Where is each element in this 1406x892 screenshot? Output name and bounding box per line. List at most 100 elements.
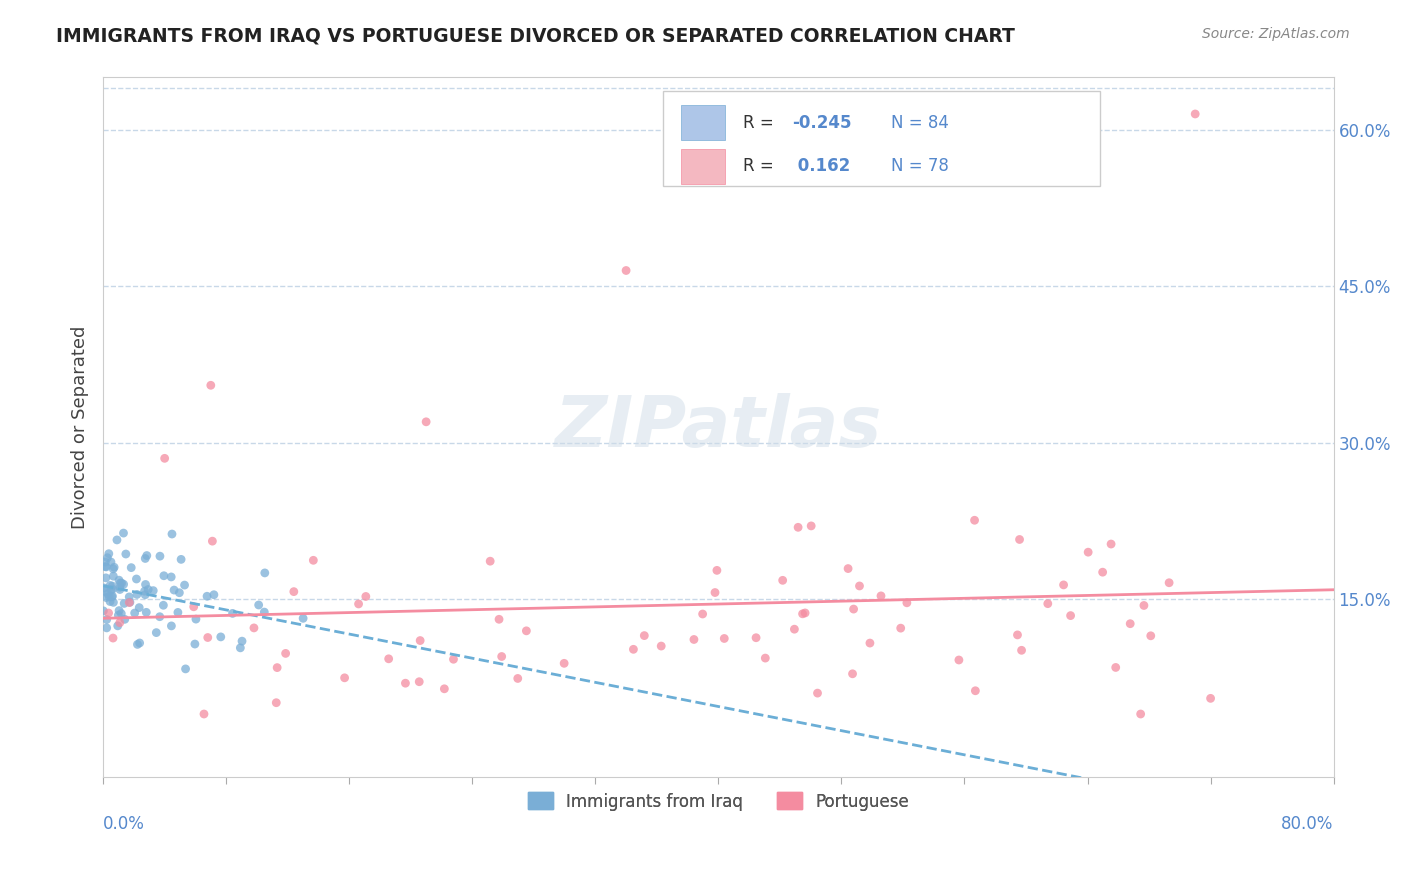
Point [174,662,197,676]
Point [93,581,115,595]
Point [118,596,141,610]
Point [433,681,456,696]
Point [837,561,859,575]
Point [1007,628,1029,642]
Point [948,653,970,667]
Point [127,637,149,651]
Text: ZIPatlas: ZIPatlas [555,392,882,461]
Point [253,605,276,619]
Point [1184,107,1206,121]
Point [167,606,190,620]
Point [1199,691,1222,706]
Point [1008,533,1031,547]
Point [1059,608,1081,623]
Point [890,621,912,635]
Point [377,652,399,666]
Point [100,590,122,604]
Point [108,580,131,594]
Point [623,642,645,657]
Point [111,576,134,591]
Point [173,578,195,592]
Point [1011,643,1033,657]
FancyBboxPatch shape [682,149,724,184]
Point [650,639,672,653]
Text: R =: R = [742,157,779,175]
Point [754,651,776,665]
Point [394,676,416,690]
Point [1133,599,1156,613]
Point [200,378,222,392]
Point [745,631,768,645]
Point [103,562,125,576]
Point [515,624,537,638]
Point [633,629,655,643]
Point [100,582,122,597]
Point [94,559,117,574]
Point [97,547,120,561]
Point [101,631,124,645]
Point [169,585,191,599]
Point [134,551,156,566]
Point [160,570,183,584]
Point [108,582,131,597]
Point [135,549,157,563]
Point [197,631,219,645]
Point [112,577,135,591]
Point [794,606,817,620]
Point [93,604,115,618]
Text: R =: R = [742,114,779,132]
Point [193,706,215,721]
Point [153,451,176,466]
Text: 0.0%: 0.0% [103,815,145,833]
Point [706,563,728,577]
Point [859,636,882,650]
Point [1105,660,1128,674]
Point [221,607,243,621]
Point [134,588,156,602]
Point [229,640,252,655]
Point [98,578,121,592]
Point [183,599,205,614]
Point [1129,706,1152,721]
Point [120,560,142,574]
Point [266,660,288,674]
Point [243,621,266,635]
Point [488,612,510,626]
FancyBboxPatch shape [664,91,1099,186]
Point [112,596,135,610]
Point [103,595,125,609]
Point [253,566,276,580]
Point [107,619,129,633]
Point [103,569,125,583]
Point [1036,597,1059,611]
Point [125,587,148,601]
Point [107,608,129,623]
Point [783,622,806,636]
Point [202,588,225,602]
Point [136,582,159,597]
Point [1052,578,1074,592]
Point [247,598,270,612]
Point [408,674,430,689]
Point [100,555,122,569]
Point [128,600,150,615]
Point [274,647,297,661]
Text: Source: ZipAtlas.com: Source: ZipAtlas.com [1202,27,1350,41]
Point [128,636,150,650]
Point [118,595,141,609]
Point [134,584,156,599]
Text: 80.0%: 80.0% [1281,815,1334,833]
Point [160,619,183,633]
Point [692,607,714,621]
Point [101,579,124,593]
Point [553,657,575,671]
Point [94,555,117,569]
Point [112,526,135,541]
Point [209,630,232,644]
Point [118,590,141,604]
Point [302,553,325,567]
Point [283,584,305,599]
Point [683,632,706,647]
Point [1091,565,1114,579]
Point [135,605,157,619]
